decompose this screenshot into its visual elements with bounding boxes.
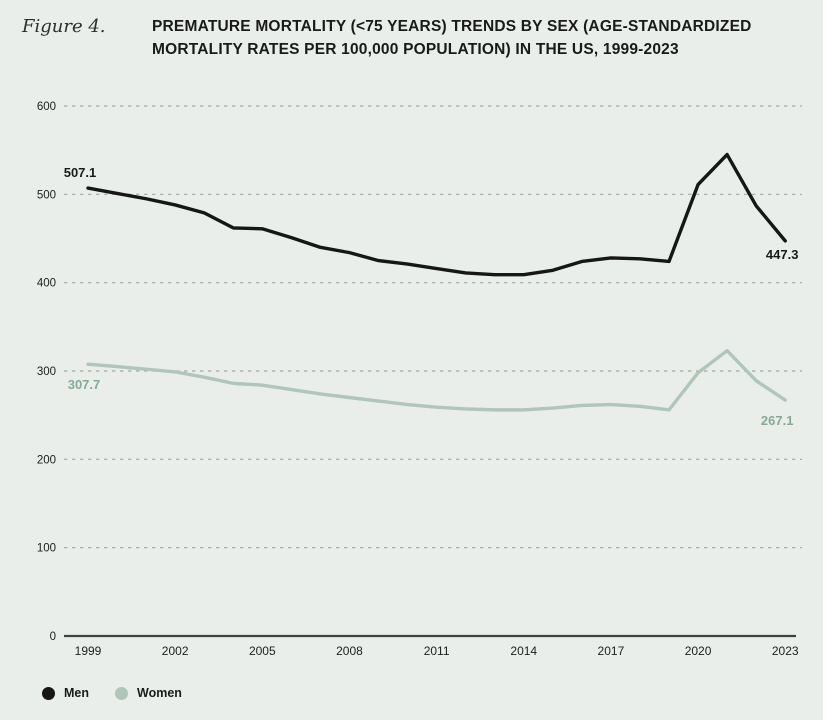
x-tick-label: 2008 xyxy=(336,644,363,658)
men-end-value-label: 447.3 xyxy=(766,247,799,262)
y-tick-label: 400 xyxy=(37,278,56,290)
y-tick-label: 500 xyxy=(37,189,56,201)
chart-title-line-2: MORTALITY RATES PER 100,000 POPULATION) … xyxy=(152,41,679,58)
chart-title-line-1: PREMATURE MORTALITY (<75 YEARS) TRENDS B… xyxy=(152,18,752,35)
y-tick-label: 600 xyxy=(37,101,56,113)
women-series-line xyxy=(86,348,787,412)
women-legend-label: Women xyxy=(137,686,182,700)
men-legend-label: Men xyxy=(64,686,89,700)
legend-item-women: Women xyxy=(115,686,182,700)
chart-legend: Men Women xyxy=(42,686,182,700)
y-tick-label: 100 xyxy=(37,543,56,555)
page-edge-strip xyxy=(823,0,828,720)
men-series-line xyxy=(86,152,787,277)
x-tick-label: 2002 xyxy=(162,644,189,658)
figure-number-label: Figure 4. xyxy=(22,16,106,37)
women-start-value-label: 307.7 xyxy=(68,377,101,392)
y-tick-label: 300 xyxy=(37,366,56,378)
x-tick-label: 2011 xyxy=(424,644,450,658)
y-tick-label: 200 xyxy=(37,454,56,466)
x-tick-label: 2005 xyxy=(249,644,276,658)
men-start-value-label: 507.1 xyxy=(64,165,97,180)
men-legend-dot-icon xyxy=(42,686,55,700)
y-tick-label: 0 xyxy=(50,631,56,643)
x-tick-label: 2020 xyxy=(685,644,712,658)
x-tick-label: 1999 xyxy=(75,644,102,658)
x-tick-label: 2014 xyxy=(510,644,537,658)
legend-item-men: Men xyxy=(42,686,89,700)
x-tick-label: 2017 xyxy=(598,644,625,658)
chart-title: PREMATURE MORTALITY (<75 YEARS) TRENDS B… xyxy=(152,15,817,61)
x-tick-label: 2023 xyxy=(772,644,799,658)
women-end-value-label: 267.1 xyxy=(761,413,794,428)
women-legend-dot-icon xyxy=(115,686,128,700)
